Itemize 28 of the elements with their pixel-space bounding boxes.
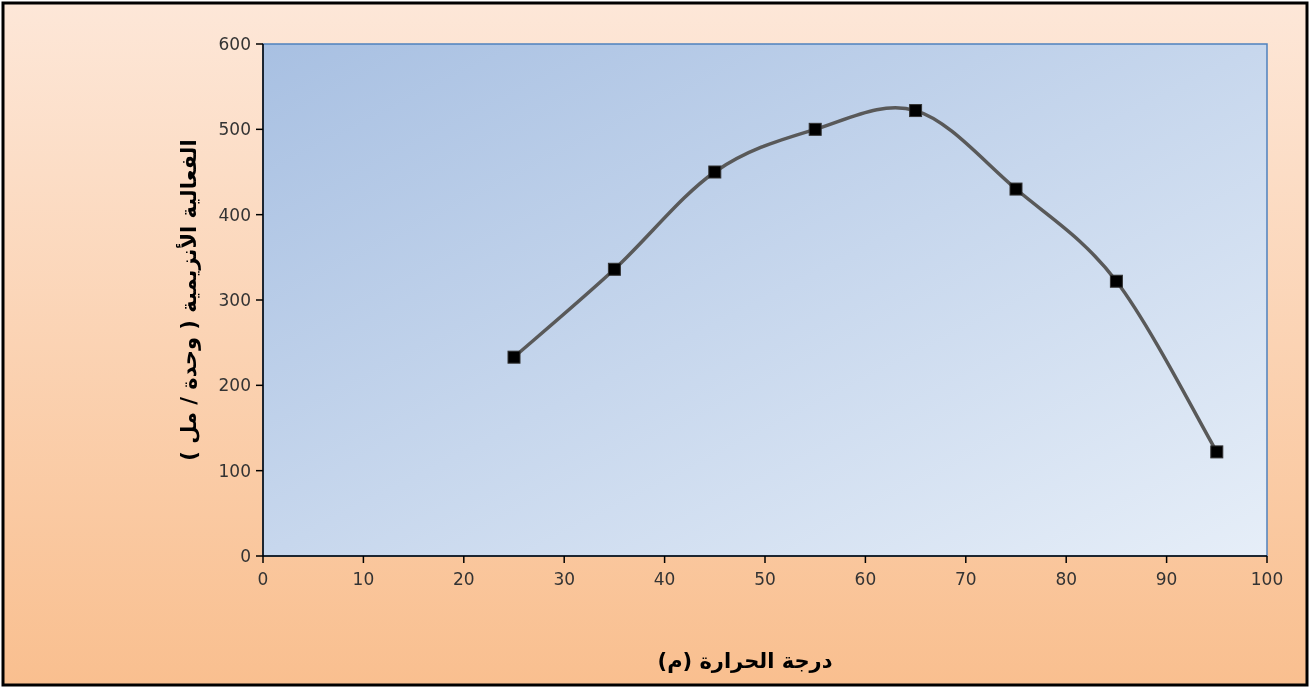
y-tick-label: 400: [218, 204, 251, 225]
y-axis-title: الفعالية الأنزيمية ( وحدة / مل ): [175, 139, 201, 461]
x-tick-label: 20: [452, 569, 475, 589]
x-axis-title: درجة الحرارة (م): [657, 649, 833, 673]
x-tick-label: 40: [653, 569, 676, 589]
x-tick-label: 60: [854, 569, 877, 589]
y-tick-label: 600: [218, 34, 251, 54]
y-tick-label: 100: [218, 460, 251, 481]
point: [1109, 274, 1123, 288]
x-tick-label: 0: [257, 569, 269, 589]
y-tick-label: 0: [240, 546, 251, 566]
point: [909, 104, 923, 118]
point: [1210, 445, 1224, 459]
x-tick-label: 70: [954, 569, 977, 589]
x-tick-label: 100: [1250, 569, 1284, 589]
y-tick-label: 300: [218, 290, 251, 310]
x-tick-label: 90: [1155, 569, 1178, 589]
x-tick-label: 30: [553, 569, 576, 589]
x-tick-label: 80: [1055, 569, 1078, 589]
y-tick-label: 500: [218, 119, 251, 140]
point: [607, 262, 621, 276]
point: [1009, 182, 1023, 196]
point: [507, 350, 521, 364]
y-tick-label: 200: [218, 375, 251, 396]
point: [708, 165, 722, 179]
x-tick-label: 50: [754, 569, 776, 589]
point: [808, 122, 822, 136]
x-tick-label: 10: [352, 569, 375, 589]
